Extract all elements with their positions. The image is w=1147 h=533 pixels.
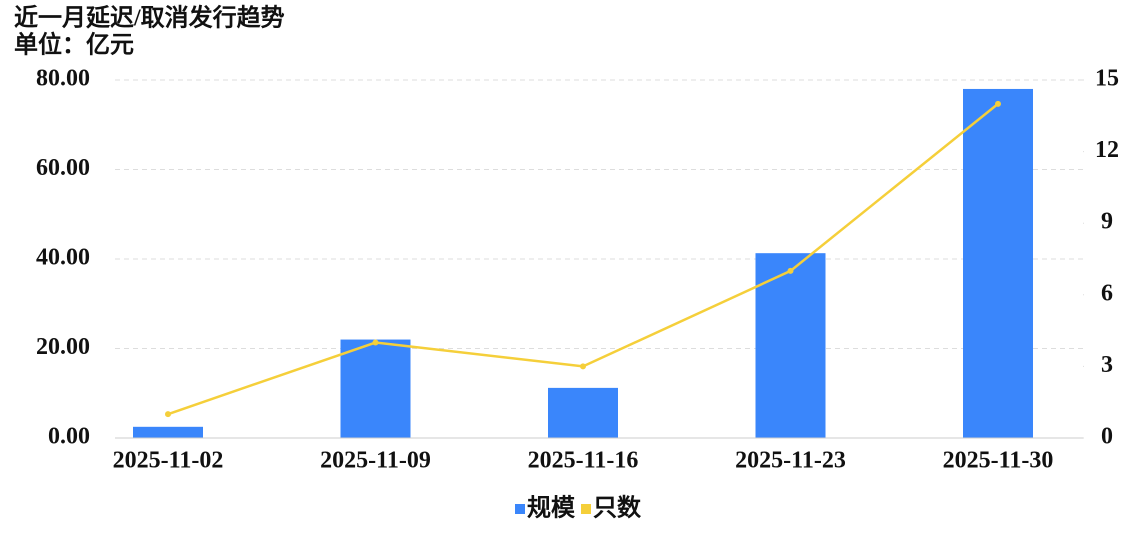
line-point	[372, 339, 379, 346]
x-tick-label: 2025-11-30	[943, 448, 1054, 474]
legend-swatch	[581, 504, 591, 514]
y2-tick-label: 3	[1101, 352, 1113, 378]
line-point	[787, 267, 794, 274]
y-tick-label: 80.00	[36, 66, 90, 92]
bar	[963, 88, 1033, 438]
legend-label: 规模	[527, 495, 576, 522]
y2-tick-label: 0	[1101, 424, 1113, 450]
chart-subtitle: 单位：亿元	[14, 31, 134, 59]
y2-tick-label: 9	[1101, 209, 1113, 235]
x-tick-label: 2025-11-16	[528, 448, 639, 474]
x-tick-label: 2025-11-09	[320, 448, 431, 474]
bar	[755, 253, 826, 438]
y2-tick-label: 12	[1095, 137, 1119, 163]
line-point	[995, 100, 1001, 107]
bar	[133, 426, 203, 438]
legend-label: 只数	[593, 495, 642, 522]
x-tick-label: 2025-11-23	[735, 448, 846, 474]
legend-swatch	[515, 504, 525, 514]
y-tick-label: 60.00	[36, 155, 90, 181]
line-point	[580, 363, 586, 370]
y2-tick-label: 6	[1101, 280, 1113, 306]
bar	[340, 339, 411, 438]
bar	[548, 387, 618, 438]
y2-tick-label: 15	[1095, 66, 1119, 92]
x-tick-label: 2025-11-02	[113, 448, 224, 474]
y-tick-label: 20.00	[36, 334, 90, 360]
line-point	[165, 411, 171, 418]
chart-title: 近一月延迟/取消发行趋势	[14, 4, 285, 32]
y-tick-label: 40.00	[36, 245, 90, 271]
y-tick-label: 0.00	[48, 424, 90, 450]
